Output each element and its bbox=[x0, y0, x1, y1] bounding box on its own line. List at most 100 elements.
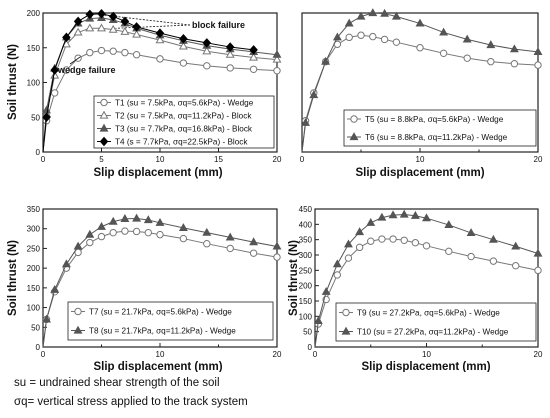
data-point-series-4 bbox=[62, 32, 71, 43]
legend-entry: T3 (su = 7.7kPa, σq=16.8kPa) - Block bbox=[115, 125, 253, 134]
y-tick-label: 200 bbox=[27, 264, 41, 273]
annotation-wedge-failure: wedge failure bbox=[57, 65, 116, 75]
data-point-series-1 bbox=[156, 230, 164, 239]
data-point-series-1 bbox=[439, 49, 448, 58]
data-point-series-2 bbox=[301, 117, 310, 126]
data-point-series-1 bbox=[249, 249, 258, 257]
data-point-series-1 bbox=[86, 48, 94, 57]
data-point-series-2 bbox=[388, 210, 398, 219]
y-tick-label: 350 bbox=[299, 236, 313, 245]
y-tick-label: 100 bbox=[27, 79, 41, 88]
legend-marker bbox=[342, 308, 350, 317]
data-point-series-1 bbox=[392, 38, 401, 46]
data-point-series-1 bbox=[62, 66, 71, 74]
data-point-series-2 bbox=[344, 18, 354, 27]
data-point-series-2 bbox=[272, 241, 282, 250]
legend-marker bbox=[73, 325, 83, 334]
y-axis-label: Soil thrust (N) bbox=[7, 240, 19, 316]
data-point-series-2 bbox=[108, 216, 118, 225]
y-tick-label: 200 bbox=[27, 9, 41, 18]
data-point-series-2 bbox=[509, 44, 519, 53]
data-point-series-2 bbox=[366, 217, 376, 226]
chart-panel-tr: 0 10 20 Slip displacement (mm) T5 (su = 8.8k… bbox=[300, 8, 543, 179]
data-point-series-2 bbox=[178, 223, 188, 232]
x-tick-label: 20 bbox=[273, 350, 282, 359]
data-point-series-1 bbox=[179, 234, 188, 243]
legend-entry: T10 (su = 27.2kPa, σq=11.2kPa) - Wedge bbox=[357, 328, 509, 337]
y-tick-label: 200 bbox=[299, 282, 313, 291]
x-axis-label: Slip displacement (mm) bbox=[93, 167, 222, 179]
y-tick-label: 150 bbox=[27, 44, 41, 53]
data-point-series-1 bbox=[378, 235, 386, 243]
data-point-series-2 bbox=[143, 215, 153, 224]
x-tick-label: 10 bbox=[156, 350, 165, 359]
data-point-series-1 bbox=[273, 66, 281, 75]
x-tick-label: 10 bbox=[422, 350, 431, 359]
data-point-series-4 bbox=[249, 45, 258, 55]
data-point-series-4 bbox=[202, 38, 212, 48]
data-point-series-1 bbox=[86, 238, 94, 247]
y-tick-label: 150 bbox=[299, 297, 313, 306]
series-line-2 bbox=[42, 27, 278, 153]
data-point-series-2 bbox=[355, 227, 365, 236]
legend-entry: T6 (su = 8.8kPa, σq=11.2kPa) - Wedge bbox=[365, 133, 508, 142]
data-point-series-2 bbox=[422, 213, 431, 222]
data-point-series-1 bbox=[121, 227, 129, 235]
data-point-series-4 bbox=[179, 33, 188, 44]
data-point-series-1 bbox=[400, 236, 408, 244]
y-tick-label: 300 bbox=[27, 225, 41, 234]
x-tick-label: 20 bbox=[534, 155, 543, 164]
data-point-series-2 bbox=[97, 23, 106, 32]
data-point-series-2 bbox=[120, 214, 130, 222]
data-point-series-1 bbox=[179, 59, 188, 67]
data-point-series-2 bbox=[85, 229, 95, 238]
data-point-series-1 bbox=[534, 266, 542, 275]
data-point-series-4 bbox=[85, 9, 95, 20]
data-point-series-2 bbox=[377, 212, 387, 221]
legend-entry: T8 (su = 21.7kPa, σq=11.2kPa) - Wedge bbox=[89, 327, 236, 336]
data-point-series-2 bbox=[73, 27, 83, 36]
data-point-series-2 bbox=[332, 259, 342, 268]
legend-marker bbox=[99, 136, 109, 147]
data-point-series-1 bbox=[109, 47, 117, 55]
data-point-series-1 bbox=[380, 35, 389, 44]
data-point-series-2 bbox=[488, 234, 498, 243]
y-tick-label: 450 bbox=[299, 205, 313, 214]
data-point-series-1 bbox=[97, 232, 106, 241]
y-tick-label: 50 bbox=[303, 328, 312, 337]
data-point-series-2 bbox=[73, 241, 83, 250]
y-tick-label: 50 bbox=[31, 113, 40, 122]
data-point-series-1 bbox=[144, 228, 153, 237]
x-tick-label: 20 bbox=[273, 155, 282, 164]
y-tick-label: 150 bbox=[27, 284, 41, 293]
legend-marker bbox=[100, 98, 108, 107]
series-line-2 bbox=[301, 12, 539, 153]
data-point-series-1 bbox=[344, 254, 353, 262]
y-axis-label: Soil thrust (N) bbox=[288, 240, 300, 316]
legend-entry: T7 (su = 21.7kPa, σq=5.6kPa) - Wedge bbox=[89, 308, 232, 317]
data-point-series-2 bbox=[343, 239, 353, 248]
data-point-series-2 bbox=[332, 32, 342, 41]
data-point-series-2 bbox=[444, 220, 454, 229]
y-axis-label: Soil thrust (N) bbox=[7, 44, 19, 120]
data-point-series-2 bbox=[202, 227, 212, 236]
legend: T9 (su = 27.2kPa, σq=5.6kPa) - Wedge T10 … bbox=[335, 302, 537, 342]
y-tick-label: 250 bbox=[27, 244, 41, 253]
data-point-series-2 bbox=[132, 29, 142, 38]
data-point-series-2 bbox=[155, 217, 165, 226]
legend-marker bbox=[99, 110, 109, 119]
data-point-series-2 bbox=[486, 40, 496, 49]
data-point-series-2 bbox=[132, 213, 142, 222]
legend-marker bbox=[350, 115, 358, 123]
data-point-series-1 bbox=[369, 32, 377, 41]
data-point-series-1 bbox=[467, 252, 475, 261]
data-point-series-2 bbox=[533, 47, 543, 56]
data-point-series-1 bbox=[445, 247, 453, 256]
data-point-series-1 bbox=[411, 239, 420, 247]
data-point-series-2 bbox=[321, 56, 331, 65]
data-point-series-2 bbox=[50, 285, 60, 293]
y-tick-label: 350 bbox=[27, 205, 41, 214]
